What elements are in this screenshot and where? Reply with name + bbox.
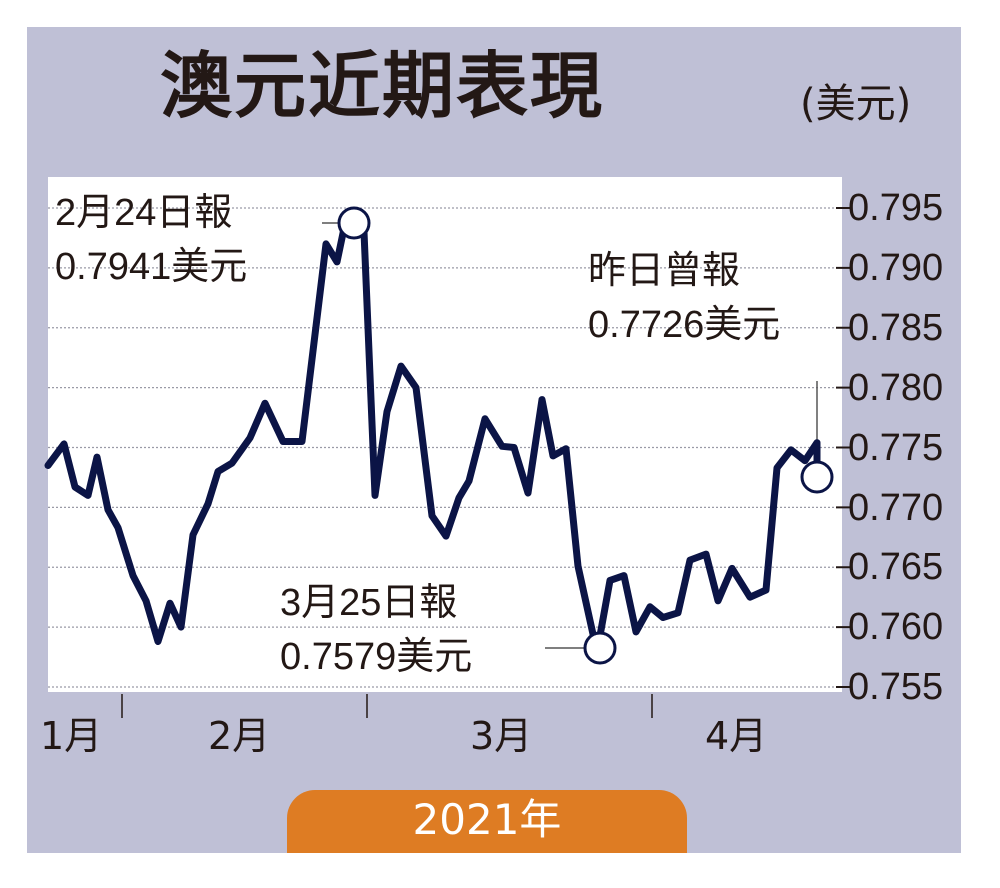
x-month-label: 1月: [40, 714, 103, 758]
year-badge: 2021年: [287, 790, 687, 853]
annotation-high: 2月24日報 0.7941美元: [55, 186, 247, 294]
aud-usd-line: [44, 215, 821, 656]
x-month-label: 3月: [470, 714, 533, 758]
y-tick-label: 0.765: [848, 546, 944, 588]
annotation-low-value: 0.7579美元: [280, 636, 473, 678]
y-tick-label: 0.785: [848, 307, 944, 349]
y-tick-label: 0.755: [848, 666, 944, 708]
y-tick-label: 0.790: [848, 247, 944, 289]
annotation-markers: [337, 206, 834, 665]
gridlines: [48, 207, 850, 688]
annotation-high-date: 2月24日報: [55, 192, 233, 234]
annotation-latest-value: 0.7726美元: [588, 304, 781, 346]
annotation-low-date: 3月25日報: [280, 582, 458, 624]
x-axis-ticks: [121, 694, 653, 718]
y-tick-label: 0.795: [848, 187, 944, 229]
annotation-high-value: 0.7941美元: [55, 246, 248, 288]
annotation-latest-date: 昨日曾報: [588, 250, 741, 292]
y-tick-label: 0.780: [848, 367, 944, 409]
unit-label: (美元): [800, 81, 912, 127]
x-month-label: 4月: [705, 714, 768, 758]
annotation-latest: 昨日曾報 0.7726美元: [588, 244, 780, 352]
y-tick-label: 0.770: [848, 487, 944, 529]
chart-title: 澳元近期表現: [160, 44, 605, 128]
x-month-label: 2月: [208, 714, 271, 758]
annotation-low: 3月25日報 0.7579美元: [280, 576, 472, 684]
y-tick-label: 0.775: [848, 427, 944, 469]
y-tick-label: 0.760: [848, 606, 944, 648]
